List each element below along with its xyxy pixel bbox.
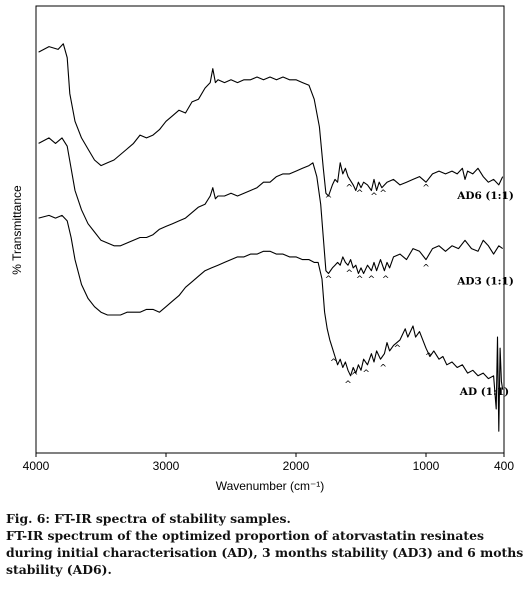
peak-marker-9: ^ bbox=[368, 275, 376, 285]
peak-marker-10: ^ bbox=[382, 275, 390, 285]
peak-marker-16: ^ bbox=[379, 363, 387, 373]
peak-marker-15: ^ bbox=[362, 369, 370, 379]
peak-marker-17: ^ bbox=[394, 344, 402, 354]
peak-marker-2: ^ bbox=[356, 189, 364, 199]
peak-marker-11: ^ bbox=[422, 264, 430, 274]
peak-marker-14: ^ bbox=[351, 372, 359, 382]
peak-marker-5: ^ bbox=[422, 184, 430, 194]
series-label-2: AD (1:1) bbox=[459, 386, 509, 398]
x-tick-label-4: 400 bbox=[494, 459, 514, 473]
series-label-1: AD3 (1:1) bbox=[456, 276, 514, 288]
x-tick-label-3: 1000 bbox=[413, 459, 440, 473]
x-tick-label-1: 3000 bbox=[153, 459, 180, 473]
spectrum-line-0 bbox=[38, 43, 504, 197]
peak-marker-3: ^ bbox=[370, 192, 378, 202]
spectrum-line-1 bbox=[38, 137, 504, 275]
peak-marker-6: ^ bbox=[325, 275, 333, 285]
peak-marker-0: ^ bbox=[325, 195, 333, 205]
ftir-chart: ^^^ ^ ^^^^^ ^ ^^^^^ ^^^^ AD6 (1:1)AD3 (1:1)AD… bbox=[10, 5, 514, 493]
plot-frame bbox=[35, 5, 505, 454]
peak-marker-layer: ^^^ ^ ^^^^^ ^ ^^^^^ ^^^^ bbox=[325, 184, 433, 390]
x-tick-label-2: 2000 bbox=[283, 459, 310, 473]
peak-marker-1: ^ bbox=[346, 184, 354, 194]
series-layer bbox=[38, 43, 504, 432]
peak-marker-12: ^ bbox=[330, 358, 338, 368]
caption-description: FT-IR spectrum of the optimized proporti… bbox=[6, 528, 524, 577]
x-tick-layer: 4000 3000 2000 1000 400 bbox=[23, 453, 514, 473]
x-axis-label: Wavenumber (cm⁻¹) bbox=[216, 479, 325, 493]
x-tick-label-0: 4000 bbox=[23, 459, 50, 473]
peak-marker-4: ^ bbox=[379, 189, 387, 199]
spectrum-line-2 bbox=[38, 214, 504, 432]
series-label-0: AD6 (1:1) bbox=[456, 190, 514, 202]
peak-marker-13: ^ bbox=[344, 380, 352, 390]
figure-caption: Fig. 6: FT-IR spectra of stability sampl… bbox=[6, 510, 526, 578]
series-label-layer: AD6 (1:1) AD3 (1:1) AD (1:1) bbox=[456, 190, 514, 398]
peak-marker-7: ^ bbox=[346, 269, 354, 279]
peak-marker-18: ^ bbox=[425, 352, 433, 362]
caption-title: Fig. 6: FT-IR spectra of stability sampl… bbox=[6, 511, 291, 526]
y-axis-label: % Transmittance bbox=[10, 185, 24, 275]
peak-marker-8: ^ bbox=[356, 275, 364, 285]
